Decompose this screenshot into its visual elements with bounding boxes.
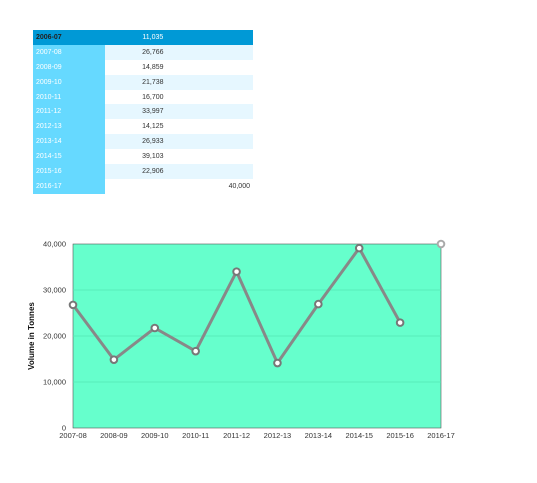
row-extra-value [200,104,253,120]
row-value: 26,933 [105,134,201,150]
table-row: 2007-08 26,766 [33,44,253,60]
table-row: 2015-16 22,906 [33,164,253,179]
row-value: 26,766 [105,44,201,60]
table-row: 2011-12 33,997 [33,104,253,120]
extra-data-point [436,239,446,249]
row-year: 2016-17 [33,178,106,194]
x-tick-label: 2015-16 [386,431,414,440]
row-year: 2009-10 [33,74,106,90]
row-extra-value [200,74,253,90]
row-extra-value [200,44,253,60]
data-point [395,318,405,327]
row-year: 2006-07 [33,30,106,45]
row-extra-value [200,30,253,45]
y-tick-label: 30,000 [43,286,66,295]
table-row: 2008-09 14,859 [33,59,253,75]
data-point [109,355,119,364]
row-value: 21,738 [105,74,201,90]
row-year: 2010-11 [33,89,106,105]
data-table: 2006-07 11,035 2007-08 26,766 2008-09 14,859 2… [33,30,253,194]
y-tick-label: 20,000 [43,332,66,341]
data-point [354,243,364,253]
row-extra-value: 40,000 [228,182,250,190]
row-year: 2011-12 [33,104,106,120]
data-point [314,299,323,309]
data-point [273,358,282,368]
row-value: 14,859 [142,63,164,71]
table-row: 2016-17 40,000 [33,178,253,194]
x-tick-label: 2010-11 [182,431,209,440]
row-value: 33,997 [105,104,201,120]
table-row: 2009-10 21,738 [33,74,253,90]
row-year: 2007-08 [33,44,106,60]
row-value: 14,125 [142,123,164,131]
table-row: 2014-15 39,103 [33,149,253,165]
data-point [150,323,160,333]
row-value: 39,103 [142,153,164,161]
row-value: 11,035 [105,30,201,45]
x-tick-label: 2013-14 [305,431,333,440]
y-tick-label: 0 [62,424,66,433]
table-row: 2006-07 11,035 [33,30,253,45]
row-extra-value [200,134,253,150]
x-tick-label: 2016-17 [427,431,455,440]
x-tick-label: 2007-08 [59,431,87,440]
y-axis-label: Volume in Tonnes [27,302,36,370]
data-point [232,267,241,276]
table-row: 2010-11 16,700 [33,89,253,105]
data-point [68,300,78,310]
row-year: 2012-13 [33,119,106,135]
row-extra-value [200,164,253,179]
x-tick-label: 2012-13 [264,431,292,440]
row-year: 2015-16 [33,164,106,179]
row-value: 16,700 [142,93,164,101]
row-value: 22,906 [105,164,201,179]
table-row: 2012-13 14,125 [33,119,253,135]
table-row: 2013-14 26,933 [33,134,253,150]
y-tick-label: 40,000 [43,240,66,249]
data-point [191,346,200,356]
x-tick-label: 2008-09 [100,431,128,440]
x-tick-label: 2014-15 [345,431,373,440]
row-year: 2008-09 [33,59,106,75]
x-tick-label: 2009-10 [141,431,169,440]
x-tick-label: 2011-12 [223,431,250,440]
row-year: 2014-15 [33,149,106,165]
y-tick-label: 10,000 [43,378,66,387]
row-year: 2013-14 [33,134,106,150]
